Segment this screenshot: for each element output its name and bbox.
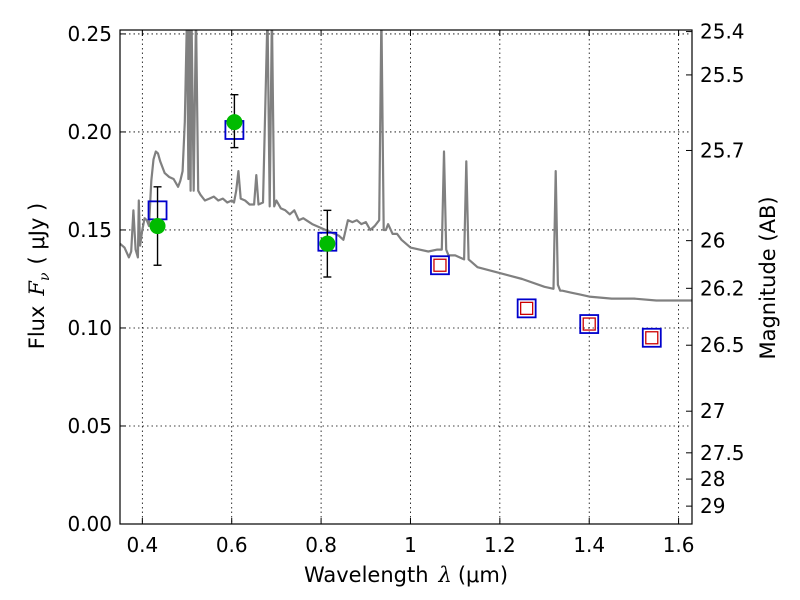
spectrum-line	[120, 30, 692, 302]
x-axis-label-symbol: λ	[438, 563, 452, 587]
square-marker	[430, 255, 450, 276]
spectrum-series	[120, 30, 692, 302]
x-tick-label: 0.8	[305, 533, 337, 557]
x-axis-label-unit: (μm)	[458, 563, 508, 587]
y-axis-label-text: Flux	[25, 306, 49, 350]
x-axis-label-text: Wavelength	[304, 563, 429, 587]
square-marker	[641, 327, 662, 348]
y2-tick-label: 25.7	[700, 138, 745, 162]
y-axis-label-unit: ( μJy )	[25, 203, 49, 265]
y-tick-label: 0.00	[67, 512, 112, 536]
y2-tick-label: 25.4	[700, 20, 745, 44]
y-tick-label: 0.25	[67, 22, 112, 46]
y-axis-label-subscript: ν	[37, 272, 53, 281]
y-tick-label: 0.15	[67, 218, 112, 242]
y2-tick-label: 26.5	[700, 333, 745, 357]
x-tick-label: 1	[404, 533, 417, 557]
circle-marker	[319, 235, 336, 252]
y2-tick-label: 26	[700, 229, 725, 253]
photometry-markers	[147, 93, 662, 348]
y-tick-label: 0.10	[67, 316, 112, 340]
inner-square-marker	[645, 331, 659, 345]
y-tick-label: 0.05	[67, 414, 112, 438]
plot-frame	[119, 29, 693, 525]
y-axis-label-symbol: F	[25, 280, 49, 297]
y2-tick-label: 28	[700, 467, 725, 491]
y2-tick-label: 25.5	[700, 63, 745, 87]
x-tick-label: 0.4	[126, 533, 158, 557]
y2-tick-label: 26.2	[700, 276, 745, 300]
inner-square-marker	[433, 258, 447, 272]
x-tick-label: 1.2	[484, 533, 516, 557]
x-tick-label: 0.6	[216, 533, 248, 557]
inner-square-marker	[582, 317, 596, 331]
y-tick-label: 0.20	[67, 120, 112, 144]
inner-square-marker	[520, 301, 534, 316]
grid	[120, 30, 692, 525]
square-marker	[516, 298, 537, 319]
y2-tick-label: 27	[700, 399, 725, 423]
x-axis-label: Wavelength λ (μm)	[304, 563, 508, 587]
y-axis-label: Flux Fν ( μJy )	[25, 203, 53, 349]
circle-marker	[226, 114, 243, 131]
y2-axis-label: Magnitude (AB)	[756, 196, 780, 359]
y2-tick-label: 29	[700, 494, 725, 518]
y2-tick-label: 27.5	[700, 441, 745, 465]
axis-ticks: 0.4 0.6 0.8 1 1.2 1.4 1.6 0.00 0.05 0.10 0.15 0.20 0…	[67, 20, 744, 557]
circle-marker	[149, 218, 166, 235]
x-tick-label: 1.4	[573, 533, 605, 557]
x-tick-label: 1.6	[663, 533, 695, 557]
square-marker	[579, 314, 600, 334]
